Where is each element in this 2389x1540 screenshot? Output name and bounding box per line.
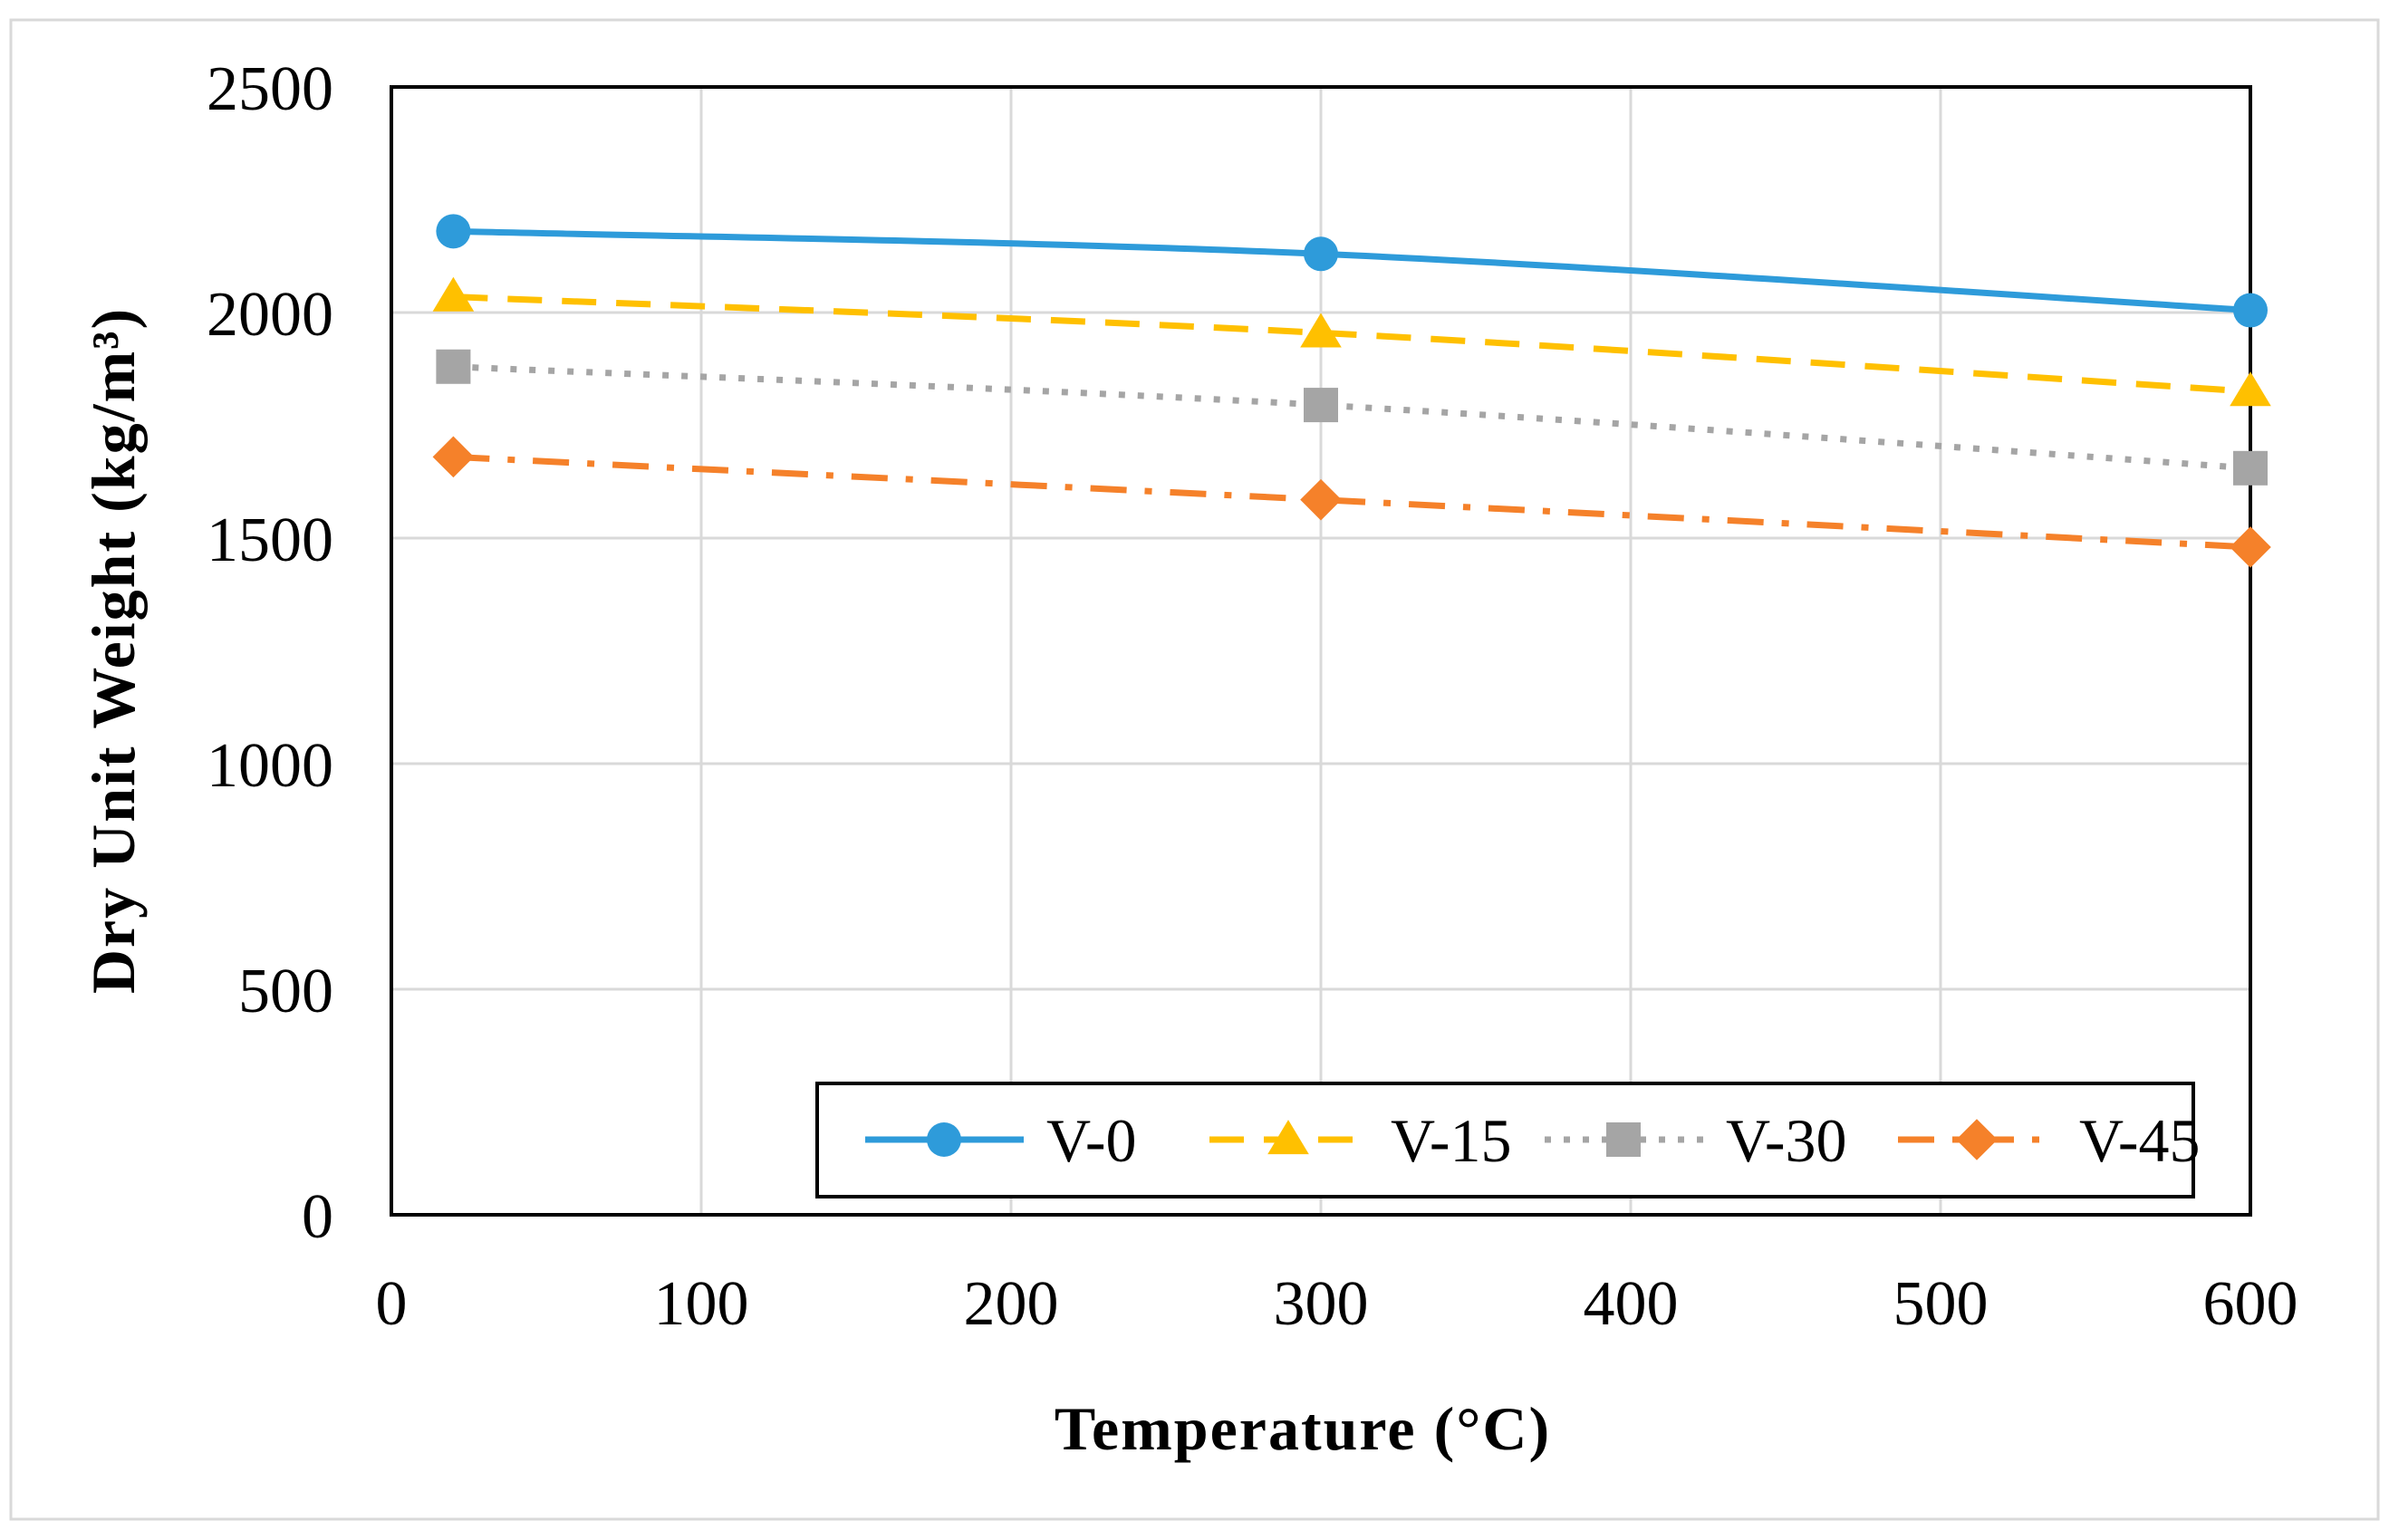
legend-entries: V-0 V-15 V-30 V-45 [865,1106,2201,1175]
x-axis-tick-labels: 0 100 200 300 400 500 600 [376,1269,2298,1339]
data-point-v-30-300 [1304,388,1338,423]
legend-label-v-30: V-30 [1726,1106,1847,1175]
y-axis-tick-labels: 0 500 1000 1500 2000 2500 [207,54,333,1252]
plot-area-frame [390,85,2252,1217]
x-axis-label: Temperature (°C) [1055,1394,1551,1463]
data-point-v-45-600 [2230,526,2271,568]
x-tick-label-500: 500 [1893,1269,1989,1339]
legend-marker-v-0 [927,1122,961,1157]
data-point-v-0-20 [436,214,471,249]
legend-entry-v-45: V-45 [1898,1106,2201,1175]
legend-entry-v-15: V-15 [1209,1106,1512,1175]
legend-label-v-15: V-15 [1391,1106,1512,1175]
x-tick-label-200: 200 [964,1269,1059,1339]
series-layer [432,214,2271,568]
series-v-45 [432,436,2271,568]
series-v-0 [436,214,2268,328]
legend-entry-v-0: V-0 [865,1106,1137,1175]
y-tick-label-500: 500 [238,957,333,1026]
data-point-v-0-600 [2233,293,2268,328]
y-tick-label-1500: 1500 [207,505,333,575]
y-tick-label-2500: 2500 [207,54,333,124]
data-point-v-30-20 [436,349,471,384]
y-tick-label-2000: 2000 [207,280,333,350]
data-point-v-15-600 [2230,371,2271,407]
legend-marker-v-15 [1267,1120,1309,1155]
legend-entry-v-30: V-30 [1545,1106,1847,1175]
y-tick-label-1000: 1000 [207,731,333,801]
x-tick-label-400: 400 [1584,1269,1679,1339]
series-line-v-15 [453,294,2251,395]
x-tick-label-600: 600 [2203,1269,2298,1339]
x-tick-label-100: 100 [654,1269,749,1339]
data-point-v-30-600 [2233,450,2268,486]
data-point-v-0-300 [1304,236,1338,272]
y-axis-label: Dry Unit Weight (kg/m³) [79,307,148,994]
legend-marker-v-45 [1956,1119,1998,1160]
data-point-v-15-20 [432,276,475,312]
data-point-v-45-20 [432,436,475,478]
x-tick-label-300: 300 [1274,1269,1369,1339]
series-v-15 [432,276,2271,407]
legend: V-0 V-15 V-30 V-45 [815,1082,2201,1198]
legend-marker-v-30 [1606,1122,1641,1157]
series-v-30 [436,349,2268,486]
chart-area-border [9,18,2380,1521]
legend-label-v-0: V-0 [1046,1106,1137,1175]
y-tick-label-0: 0 [302,1182,333,1252]
data-point-v-45-300 [1300,478,1342,521]
x-tick-label-0: 0 [376,1269,408,1339]
data-point-v-15-300 [1300,313,1342,348]
series-line-v-45 [453,453,2251,551]
legend-label-v-45: V-45 [2079,1106,2201,1175]
